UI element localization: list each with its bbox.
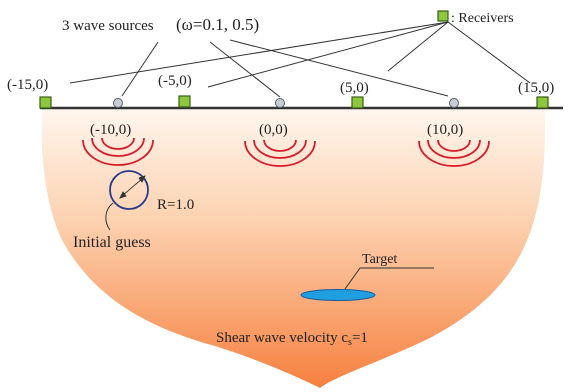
velocity-prefix: Shear wave velocity c <box>216 330 348 346</box>
receiver-marker <box>39 96 52 109</box>
source-markers <box>113 98 459 108</box>
target-ellipse <box>300 289 376 301</box>
wave-arc-source-1-outer <box>82 139 154 166</box>
receiver-legend-icon <box>437 10 449 22</box>
source-coord-label: (0,0) <box>259 122 288 138</box>
receiver-connector-line <box>69 21 449 84</box>
source-connector-line <box>121 41 159 97</box>
source-coord-label: (10,0) <box>427 122 463 138</box>
receiver-marker <box>536 96 549 109</box>
receiver-coord-label: (15,0) <box>518 80 554 96</box>
receiver-markers <box>39 95 549 109</box>
wave-arc-source-2-middle <box>253 139 307 159</box>
receiver-legend-label: : Receivers <box>451 11 514 26</box>
receiver-coord-label: (-5,0) <box>158 73 192 89</box>
target-label: Target <box>362 252 397 267</box>
sources-title: 3 wave sources <box>62 18 154 34</box>
source-marker <box>275 98 285 108</box>
half-space-domain <box>41 108 546 388</box>
receiver-connector-lines <box>69 21 531 88</box>
target-pointer <box>344 267 434 290</box>
receiver-connector-line <box>447 21 531 84</box>
velocity-label: Shear wave velocity cs=1 <box>216 330 368 348</box>
source-coord-label: (-10,0) <box>90 122 131 138</box>
wave-arc-source-1-inner <box>101 137 135 150</box>
wave-arc-source-1-middle <box>91 137 145 157</box>
initial-guess-label: Initial guess <box>73 234 151 251</box>
wave-arc-source-3-middle <box>427 139 481 159</box>
radius-label: R=1.0 <box>157 197 194 213</box>
wave-arc-source-2-outer <box>244 140 316 167</box>
radius-arrow <box>119 175 146 199</box>
source-connector-line <box>229 39 449 97</box>
receiver-connector-line <box>207 21 449 88</box>
omega-label: (ω=0.1, 0.5) <box>176 15 259 34</box>
initial-guess-pointer <box>105 202 114 231</box>
wave-arc-source-3-outer <box>418 140 490 167</box>
source-marker <box>449 98 459 108</box>
source-connector-lines <box>121 39 449 98</box>
velocity-subscript: s <box>348 337 352 348</box>
wave-arcs <box>82 137 490 167</box>
receiver-coord-label: (-15,0) <box>7 77 48 93</box>
source-marker <box>113 98 123 108</box>
receiver-marker <box>351 96 364 109</box>
receiver-connector-line <box>387 21 449 72</box>
source-connector-line <box>209 41 281 98</box>
initial-guess-circle <box>109 170 149 210</box>
radius-arrow-head-end <box>138 175 146 183</box>
wave-arc-source-2-inner <box>263 139 297 152</box>
receiver-marker <box>178 95 191 108</box>
radius-arrow-shaft <box>121 177 144 197</box>
wave-arc-source-3-inner <box>437 139 471 152</box>
radius-arrow-head-start <box>119 191 127 199</box>
velocity-value: =1 <box>352 330 368 346</box>
receiver-coord-label: (5,0) <box>340 80 369 96</box>
